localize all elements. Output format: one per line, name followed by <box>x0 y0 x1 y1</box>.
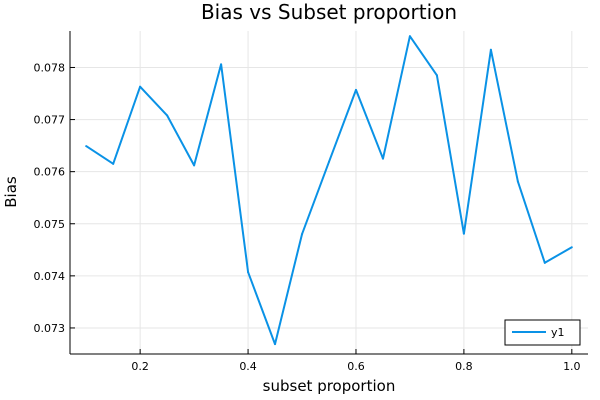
data-point <box>328 160 330 163</box>
legend-label: y1 <box>551 326 565 339</box>
y-tick-label: 0.078 <box>34 61 66 74</box>
y-tick-label: 0.074 <box>34 270 66 283</box>
data-point <box>489 48 492 51</box>
y-tick-label: 0.073 <box>34 322 66 335</box>
data-point <box>408 35 411 38</box>
x-tick-label: 0.2 <box>131 360 149 373</box>
series <box>85 35 573 346</box>
data-point <box>435 74 438 77</box>
x-tick-label: 0.8 <box>455 360 473 373</box>
y-axis-label: Bias <box>2 176 20 208</box>
data-point <box>381 157 384 160</box>
data-point <box>462 232 465 235</box>
x-tick-label: 0.6 <box>347 360 365 373</box>
chart-title: Bias vs Subset proportion <box>201 0 457 24</box>
data-point <box>220 63 223 66</box>
data-point <box>85 145 88 148</box>
data-point <box>274 343 277 346</box>
data-point <box>247 271 250 274</box>
legend: y1 <box>504 319 581 346</box>
tick-labels: 0.2 0.4 0.6 0.8 1.0 0.073 0.074 0.075 0.076 0.077… <box>34 61 581 373</box>
data-point <box>301 233 304 236</box>
data-point <box>516 180 519 183</box>
series-line-y1 <box>85 35 573 346</box>
x-tick-label: 0.4 <box>239 360 257 373</box>
x-tick-label: 1.0 <box>563 360 581 373</box>
x-axis-label: subset proportion <box>263 377 396 395</box>
gridlines <box>70 31 588 354</box>
data-point <box>543 261 546 264</box>
axes <box>69 31 588 355</box>
data-point <box>139 85 142 88</box>
data-point <box>354 88 357 91</box>
y-tick-label: 0.077 <box>34 114 66 127</box>
y-tick-label: 0.076 <box>34 166 66 179</box>
data-point <box>193 164 196 167</box>
data-point <box>112 162 115 165</box>
y-tick-label: 0.075 <box>34 218 66 231</box>
data-point <box>570 246 573 249</box>
data-point <box>166 114 169 117</box>
